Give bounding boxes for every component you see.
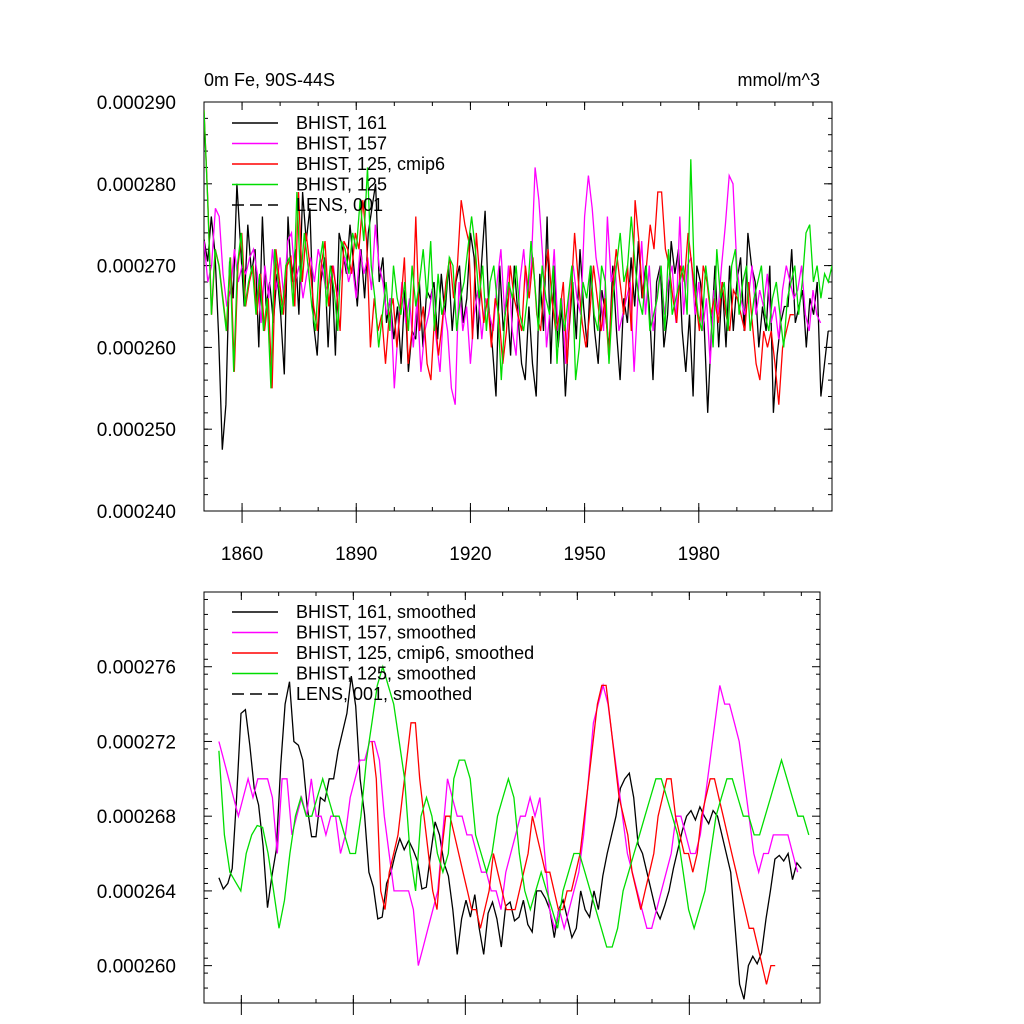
legend-label-5: LENS, 001, smoothed	[296, 684, 472, 704]
y-tick-label: 0.000240	[97, 502, 176, 523]
legend-label-5: LENS, 001	[296, 195, 383, 215]
legend-label-1: BHIST, 161	[296, 113, 387, 133]
x-tick-label: 1890	[335, 544, 377, 565]
series-line-2	[204, 167, 822, 405]
y-tick-label: 0.000276	[97, 658, 176, 679]
series-line-4	[218, 664, 810, 948]
y-tick-label: 0.000268	[97, 807, 176, 828]
series-line-1	[218, 676, 802, 1000]
legend-label-4: BHIST, 125, smoothed	[296, 664, 476, 684]
legend-label-3: BHIST, 125, cmip6, smoothed	[296, 643, 534, 663]
legend-label-2: BHIST, 157, smoothed	[296, 623, 476, 643]
top-panel-title: 0m Fe, 90S-44S	[204, 70, 335, 90]
y-tick-label: 0.000260	[97, 957, 176, 978]
y-tick-label: 0.000272	[97, 732, 176, 753]
top-panel-units: mmol/m^3	[738, 70, 820, 90]
legend-label-2: BHIST, 157	[296, 134, 387, 154]
series-line-3	[371, 684, 776, 985]
series-line-4	[204, 110, 832, 389]
y-tick-label: 0.000264	[97, 882, 177, 903]
y-tick-label: 0.000250	[97, 420, 176, 441]
plot-frame	[203, 101, 833, 512]
legend-label-1: BHIST, 161, smoothed	[296, 602, 476, 622]
bottom-panel: 0.000260 0.000264 0.000268 0.000272 0.000276…	[97, 591, 821, 1015]
series-line-1	[204, 183, 829, 450]
x-tick-label: 1860	[221, 544, 263, 565]
x-tick-label: 1980	[678, 544, 720, 565]
series-line-3	[204, 110, 794, 405]
legend-label-3: BHIST, 125, cmip6	[296, 154, 445, 174]
series-line-2	[218, 682, 799, 966]
x-tick-label: 1950	[563, 544, 605, 565]
y-tick-label: 0.000270	[97, 257, 176, 278]
top-panel: 0m Fe, 90S-44S mmol/m^3 0.000240 0.000250…	[97, 70, 833, 565]
plot-frame	[203, 591, 821, 1004]
legend-label-4: BHIST, 125	[296, 175, 387, 195]
y-tick-label: 0.000290	[97, 93, 176, 114]
x-tick-label: 1920	[449, 544, 491, 565]
y-tick-label: 0.000280	[97, 175, 176, 196]
y-tick-label: 0.000260	[97, 338, 176, 359]
